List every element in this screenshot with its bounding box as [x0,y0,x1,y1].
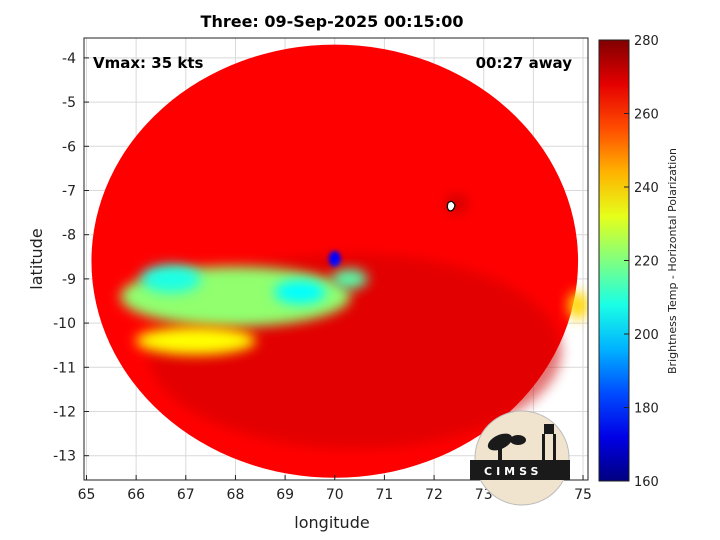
plot-frame [83,37,589,481]
logo-text: CIMSS [484,465,542,478]
feature-cold-core-east [274,280,326,305]
colorbar-label: Brightness Temp - Horizontal Polarizatio… [666,148,679,374]
feature-east-edge [568,291,588,320]
colorbar-tick-label: 160 [634,475,659,490]
y-tick-label: -5 [62,95,76,111]
y-tick-label: -10 [53,316,76,332]
feature-southern-band [135,326,256,355]
x-tick-label: 65 [78,487,96,503]
x-tick-label: 67 [177,487,195,503]
time-away-annotation: 00:27 away [476,54,573,72]
y-axis-ticks: -4 -5 -6 -7 -8 -9 -10 -11 -12 -13 [53,51,89,465]
x-tick-label: 70 [326,487,344,503]
y-tick-label: -11 [53,360,76,376]
y-tick-label: -12 [53,404,76,420]
feature-convective-cell [328,251,341,267]
y-tick-label: -4 [62,51,76,67]
x-tick-label: 66 [127,487,145,503]
y-axis-label: latitude [27,228,46,289]
y-tick-label: -6 [62,139,76,155]
x-axis-label: longitude [294,513,369,532]
colorbar-tick-label: 200 [634,328,659,343]
y-tick-label: -8 [62,228,76,244]
y-tick-label: -13 [53,449,76,465]
chart-title: Three: 09-Sep-2025 00:15:00 [201,12,464,31]
colorbar-tick-label: 240 [634,181,659,196]
colorbar-tick-label: 220 [634,255,659,270]
colorbar-ticks: 280 260 240 220 200 180 160 [624,34,659,490]
y-tick-label: -7 [62,183,76,199]
feature-cold-core-west [140,264,201,293]
x-tick-label: 71 [375,487,393,503]
x-tick-label: 68 [227,487,245,503]
storm-center-marker [446,200,456,212]
y-tick-label: -9 [62,272,76,288]
brightness-features [120,193,588,355]
x-tick-label: 72 [425,487,443,503]
x-tick-label: 69 [276,487,294,503]
feature-cell-2 [331,268,368,289]
vmax-annotation: Vmax: 35 kts [93,54,203,72]
colorbar-tick-label: 260 [634,108,659,123]
colorbar: 280 260 240 220 200 180 160 Brightness Temp - … [598,34,679,490]
colorbar-tick-label: 180 [634,402,659,417]
cimss-logo: CIMSS [470,410,570,506]
colorbar-tick-label: 280 [634,34,659,49]
x-tick-label: 75 [574,487,592,503]
plot-area: 6566676869707172737475 -4-5-6-7-8-9-10-1… [53,37,592,503]
